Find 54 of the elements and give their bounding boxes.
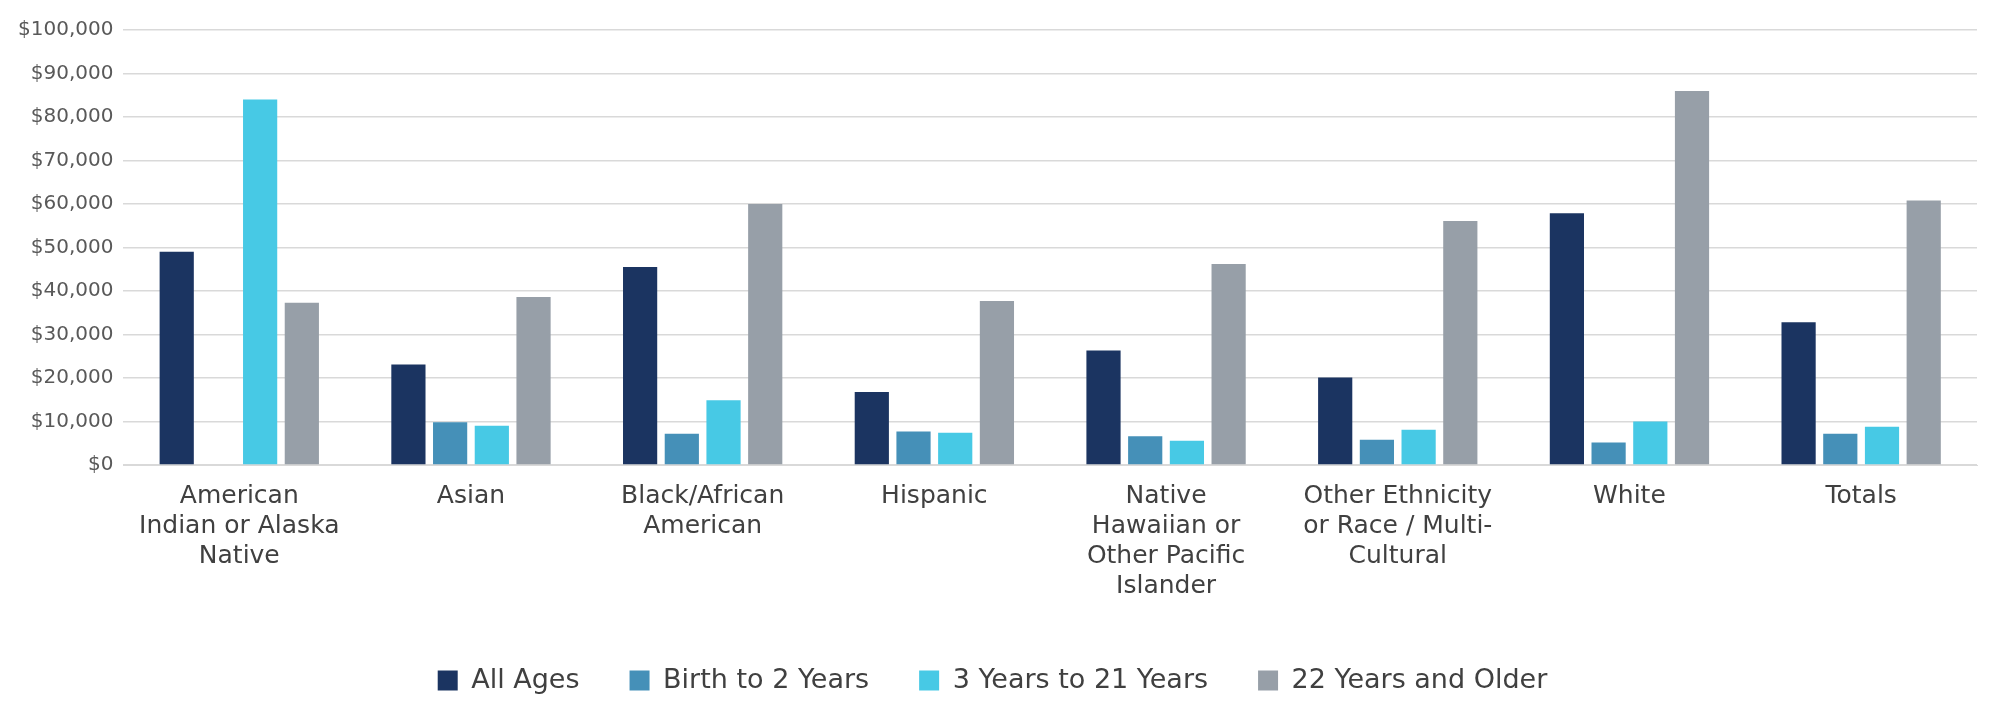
- y-tick-label: $10,000: [30, 407, 114, 432]
- x-tick-label: Black/African American: [621, 479, 785, 539]
- y-tick-label: $80,000: [30, 103, 114, 128]
- x-tick-label: Hispanic: [881, 479, 988, 509]
- bar: [896, 431, 931, 465]
- y-tick-label: $70,000: [30, 146, 114, 171]
- x-tick-label: Asian: [436, 479, 506, 509]
- bar: [1633, 421, 1668, 465]
- bar: [474, 425, 509, 465]
- legend-label: 3 Years to 21 Years: [952, 662, 1209, 694]
- y-tick-label: $50,000: [30, 233, 114, 258]
- bar: [159, 251, 194, 465]
- y-tick-label: $20,000: [30, 364, 114, 389]
- bar: [706, 400, 741, 465]
- y-tick-label: $0: [87, 451, 114, 476]
- bar: [1211, 264, 1246, 465]
- legend-label: 22 Years and Older: [1291, 662, 1549, 694]
- y-tick-label: $60,000: [30, 190, 114, 215]
- bar: [938, 432, 973, 465]
- x-tick-label: White: [1593, 479, 1666, 509]
- bar: [433, 422, 468, 465]
- bar: [1128, 436, 1163, 465]
- bar: [1318, 377, 1353, 465]
- x-tick-label: Totals: [1824, 479, 1897, 509]
- y-tick-label: $30,000: [30, 320, 114, 345]
- bar: [284, 302, 319, 465]
- y-tick-label: $90,000: [30, 59, 114, 84]
- bar: [623, 267, 658, 465]
- bar: [516, 297, 551, 465]
- bar: [1674, 90, 1710, 465]
- bar: [1086, 350, 1121, 465]
- bar: [748, 204, 783, 465]
- bar: [1591, 442, 1626, 465]
- y-tick-label: $100,000: [17, 16, 114, 41]
- legend-label: All Ages: [471, 662, 580, 694]
- bar: [1864, 426, 1900, 465]
- bar: [1906, 200, 1941, 465]
- bar: [664, 433, 699, 465]
- bar: [1823, 433, 1858, 465]
- x-tick-label: American Indian or Alaska Native: [139, 479, 340, 569]
- bar: [243, 99, 278, 465]
- bar: [1401, 429, 1436, 465]
- bar: [1443, 220, 1478, 465]
- bar: [854, 391, 889, 465]
- bar: [1169, 440, 1205, 465]
- bar: [391, 364, 426, 465]
- bar: [1359, 439, 1395, 465]
- x-tick-label: Other Ethnicity or Race / Multi- Cultural: [1303, 479, 1493, 569]
- legend-label: Birth to 2 Years: [663, 662, 870, 694]
- x-tick-label: Native Hawaiian or Other Pacific Islander: [1086, 479, 1246, 599]
- y-tick-label: $40,000: [30, 277, 114, 302]
- bar: [979, 301, 1015, 465]
- bar: [1549, 213, 1584, 465]
- bar: [1781, 322, 1816, 465]
